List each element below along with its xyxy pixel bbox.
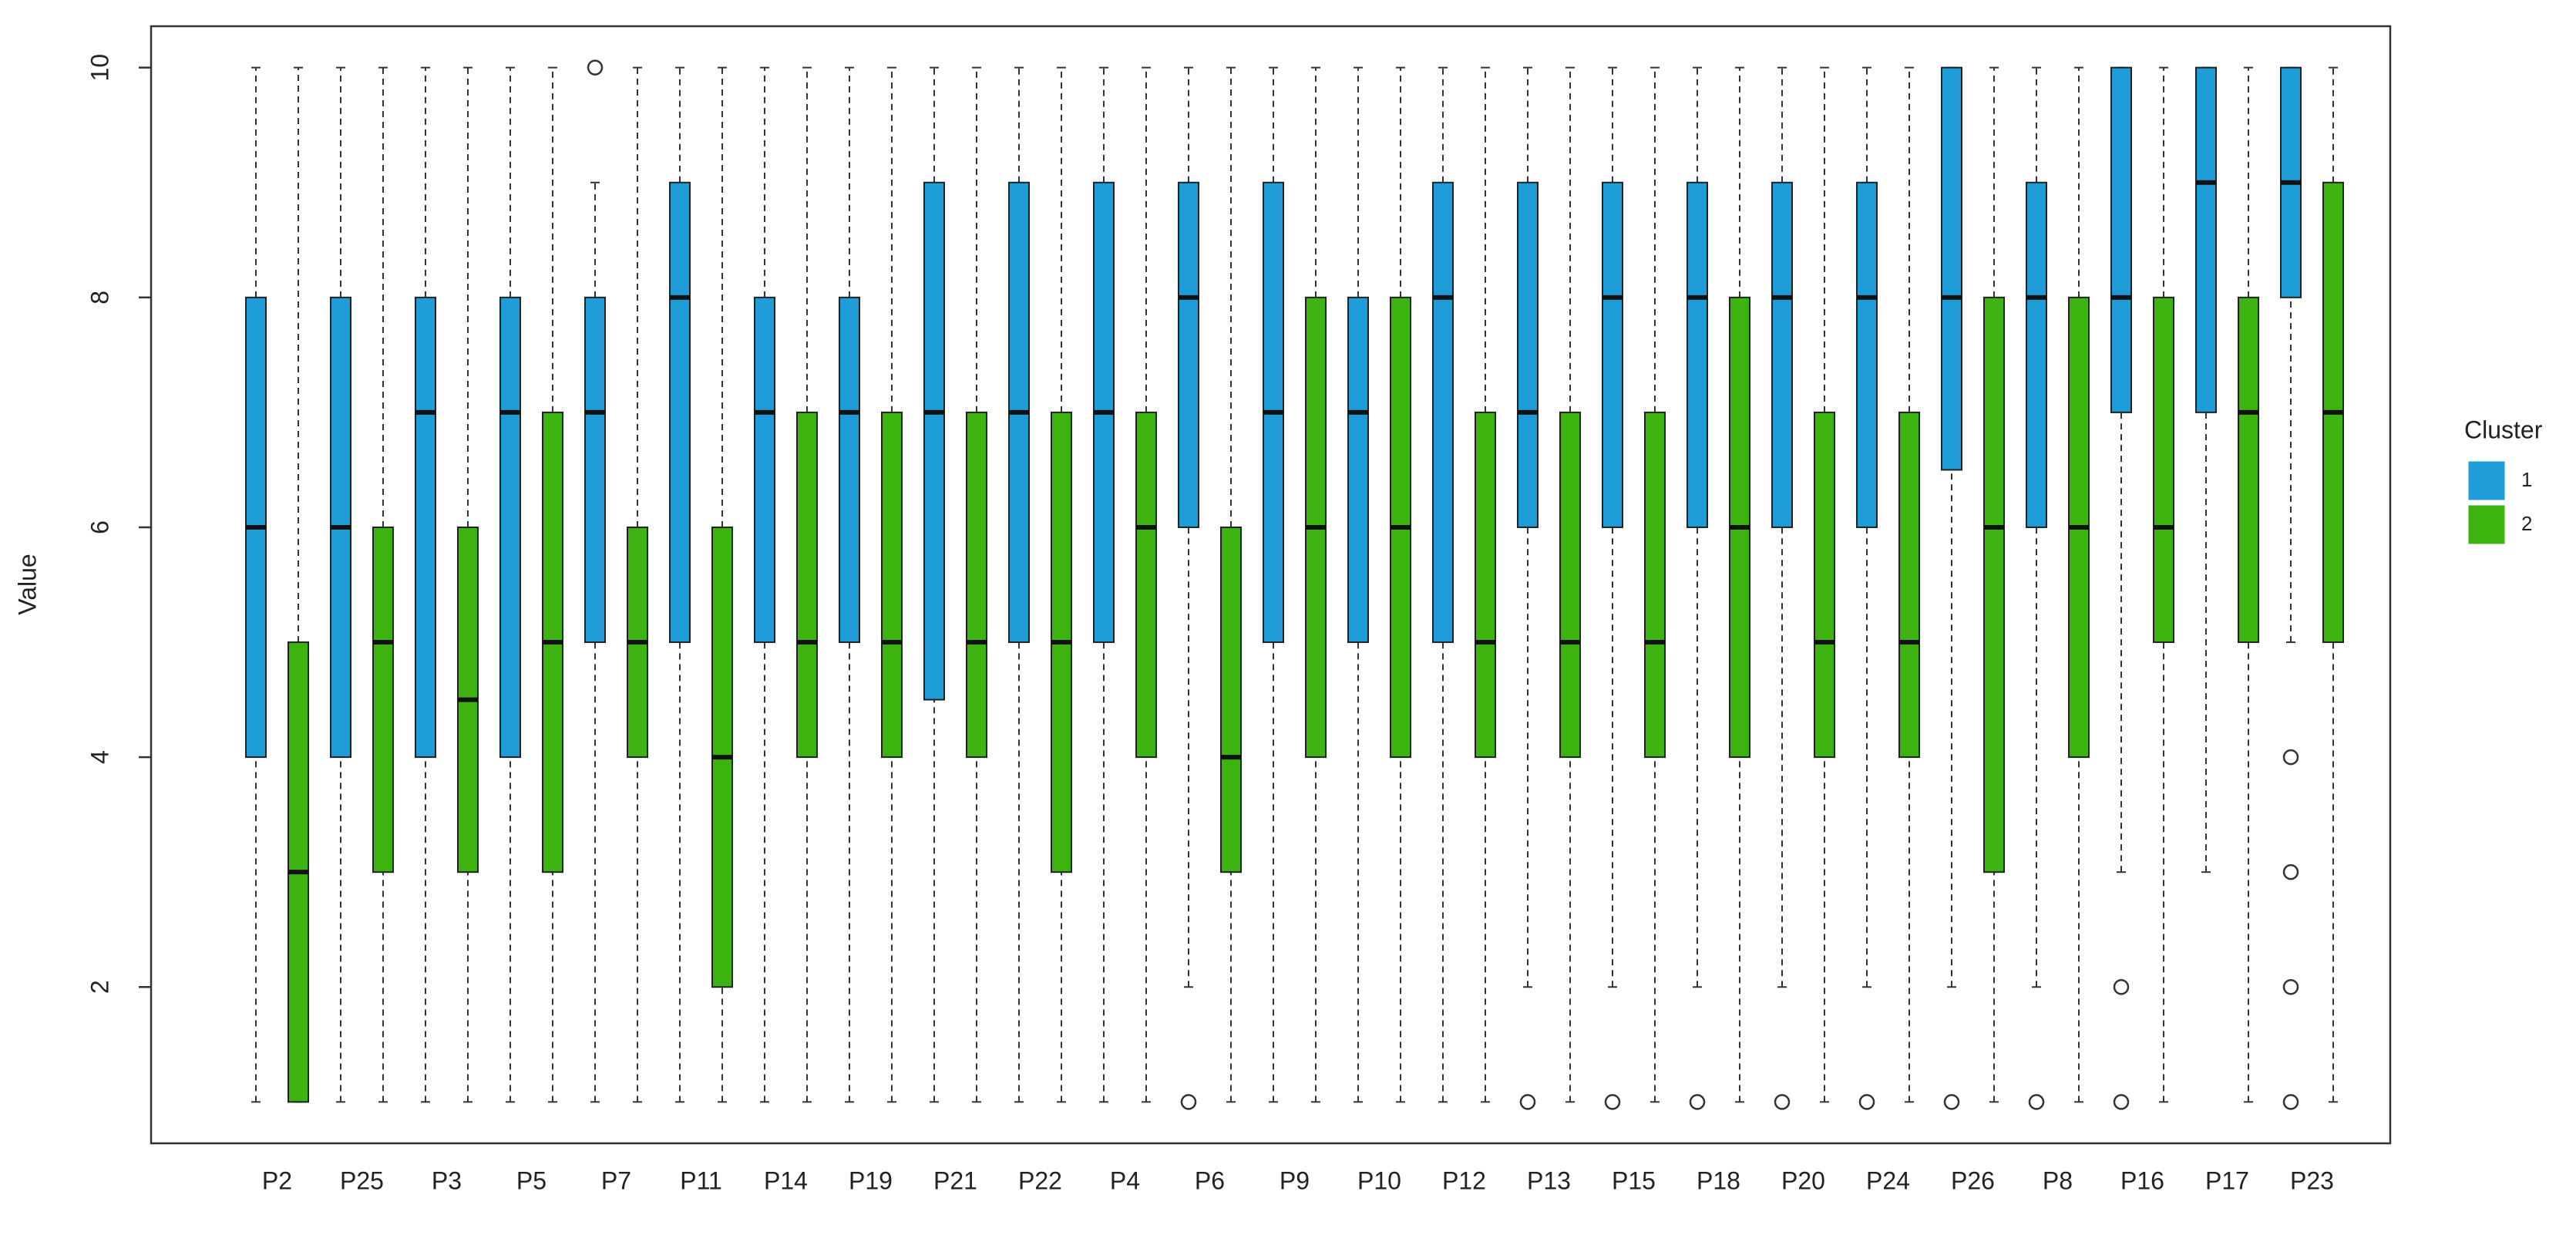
x-tick-label: P3 [432,1166,462,1194]
box [1220,526,1242,873]
outlier [2282,749,2299,766]
box [881,411,903,759]
legend-label: 2 [2521,512,2532,535]
box [2026,181,2047,528]
x-tick-label: P13 [1527,1166,1571,1194]
box [1347,296,1369,644]
box [415,296,436,759]
box [1559,411,1581,759]
outlier [2113,979,2130,995]
box [669,181,691,644]
box [2153,296,2174,644]
box [1856,181,1878,528]
x-tick-label: P26 [1951,1166,1995,1194]
box [2238,296,2259,644]
box [1432,181,1454,644]
box [1687,181,1708,528]
x-tick-label: P18 [1697,1166,1740,1194]
y-axis-label: Value [13,554,41,614]
y-tick-label: 2 [86,980,113,994]
box [1602,181,1623,528]
outlier [2282,1094,2299,1110]
y-tick-label: 4 [86,750,113,764]
x-tick-label: P15 [1612,1166,1656,1194]
y-tick-label: 10 [86,54,113,82]
box [372,526,394,873]
box [839,296,860,644]
outlier [2282,863,2299,880]
box [1983,296,2005,873]
box [1644,411,1666,759]
plot-frame [150,25,2392,1145]
outlier [587,59,604,76]
outlier [1943,1094,1960,1110]
box [584,296,606,644]
x-tick-label: P17 [2205,1166,2249,1194]
box [1814,411,1835,759]
x-tick-label: P4 [1110,1166,1140,1194]
x-tick-label: P7 [601,1166,631,1194]
x-tick-label: P2 [262,1166,292,1194]
legend-key [2466,503,2507,547]
x-tick-label: P10 [1357,1166,1401,1194]
x-tick-label: P25 [340,1166,384,1194]
outlier [1689,1094,1706,1110]
legend-title: Cluster [2464,416,2543,443]
outlier [2113,1094,2130,1110]
x-tick-label: P8 [2043,1166,2073,1194]
box [1517,181,1539,528]
box [1898,411,1920,759]
x-tick-label: P23 [2290,1166,2334,1194]
x-tick-label: P21 [933,1166,977,1194]
box [754,296,775,644]
x-tick-label: P24 [1866,1166,1910,1194]
box [2110,66,2132,413]
box [1135,411,1157,759]
box [1475,411,1496,759]
outlier [1604,1094,1621,1110]
x-tick-label: P14 [764,1166,808,1194]
x-tick-label: P9 [1280,1166,1310,1194]
box [1771,181,1793,528]
x-tick-label: P22 [1018,1166,1062,1194]
box [499,296,521,759]
box [796,411,818,759]
x-tick-label: P11 [680,1166,722,1194]
legend-label: 1 [2521,468,2532,491]
x-tick-label: P20 [1781,1166,1825,1194]
outlier [2282,979,2299,995]
x-tick-label: P12 [1442,1166,1486,1194]
y-tick-label: 8 [86,291,113,305]
outlier [1858,1094,1875,1110]
box [1941,66,1962,471]
box [2195,66,2217,413]
outlier [2028,1094,2045,1110]
outlier [1519,1094,1536,1110]
x-tick-label: P16 [2120,1166,2164,1194]
outlier [1180,1094,1197,1110]
x-tick-label: P5 [516,1166,546,1194]
x-tick-label: P6 [1195,1166,1225,1194]
y-tick-label: 6 [86,520,113,534]
legend-key [2466,459,2507,503]
outlier [1774,1094,1791,1110]
box [966,411,987,759]
x-tick-label: P19 [849,1166,893,1194]
box [1178,181,1199,528]
box [923,181,945,701]
